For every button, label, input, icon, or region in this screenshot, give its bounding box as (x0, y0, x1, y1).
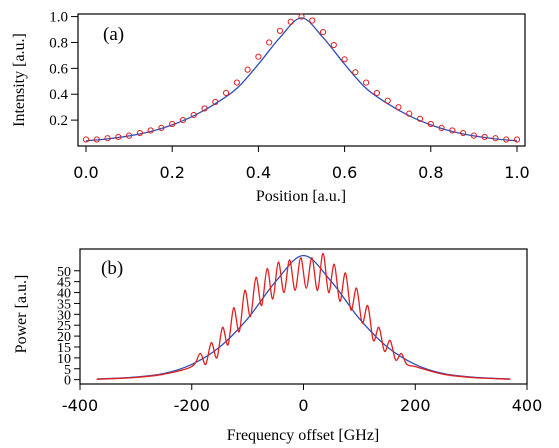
panel-b-y-tick-label: 15 (57, 341, 71, 356)
panel-a-data-point (233, 79, 240, 86)
panel-a-data-point (244, 66, 251, 73)
panel-b-y-tick-label: 45 (57, 276, 71, 291)
panel-a-data-point (341, 56, 348, 63)
panel-a-data-point (298, 13, 305, 20)
panel-a-x-tick-label: 1.0 (504, 163, 529, 182)
panel-b-y-tick-label: 50 (57, 265, 71, 280)
panel-a-x-tick-label: 0.4 (246, 163, 271, 182)
panel-a-data-point (384, 97, 391, 104)
panel-a-data-point (287, 18, 294, 25)
panel-a-scatter-chart: 0.2 0.4 0.6 0.8 1.0 0.0 0.2 0.4 0.6 0.8 1.0 (a) I… (11, 10, 530, 205)
panel-b-y-tick-label: 25 (57, 319, 71, 334)
panel-a-data-point (222, 89, 230, 97)
panel-a-data-point (255, 53, 262, 60)
panel-b-y-axis-label: Power [a.u.] (13, 275, 30, 354)
panel-a-data-point (147, 127, 154, 134)
panel-a-data-point (427, 120, 434, 128)
panel-a-data-point (513, 136, 521, 143)
panel-a-data-point (126, 132, 133, 139)
panel-a-y-ticks: 0.2 0.4 0.6 0.8 1.0 (49, 10, 78, 129)
panel-a-data-point (503, 136, 510, 143)
panel-a-x-tick-label: 0.2 (159, 163, 184, 182)
panel-b-x-tick-label: 200 (400, 396, 431, 415)
panel-a-data-point (104, 135, 111, 142)
panel-a-data-point (395, 104, 402, 111)
panel-a-data-point (373, 89, 381, 97)
panel-a-y-axis-label: Intensity [a.u.] (11, 33, 28, 127)
panel-b-x-tick-label: 0 (298, 396, 308, 415)
panel-a-data-point (481, 133, 488, 141)
panel-a-y-tick-label: 1.0 (49, 10, 68, 26)
panel-a-data-point (352, 69, 359, 76)
panel-a-data-point (319, 29, 327, 36)
panel-a-data-point (438, 124, 445, 131)
panel-b-series (96, 252, 511, 380)
panel-a-data-point (136, 129, 143, 137)
panel-a-data-point (406, 110, 413, 117)
panel-b-x-tick-label: 400 (512, 396, 543, 415)
panel-b-y-tick-label: 10 (57, 352, 71, 367)
panel-a-data-point (470, 132, 477, 139)
panel-a-data-point (276, 27, 284, 34)
panel-a-data-point (212, 98, 219, 106)
panel-a-data-point (169, 120, 176, 128)
panel-b-y-tick-label: 30 (57, 308, 71, 323)
panel-b-label: (b) (101, 258, 123, 279)
panel-b-x-axis-label: Frequency offset [GHz] (227, 427, 380, 444)
panel-b-series-line-1 (96, 252, 511, 380)
panel-a-data-point (158, 124, 165, 131)
panel-a-series (82, 13, 521, 143)
panel-a-data-point (266, 39, 273, 46)
panel-a-data-point (201, 105, 208, 112)
panel-a-data-point (460, 129, 467, 137)
panel-a-data-point (82, 136, 90, 143)
panel-a-data-point (115, 133, 122, 141)
panel-a-data-point (309, 17, 316, 24)
panel-a-data-point (363, 79, 370, 86)
panel-a-data-point (190, 111, 197, 119)
panel-a-x-ticks: 0.0 0.2 0.4 0.6 0.8 1.0 (73, 146, 530, 182)
panel-a-data-point (416, 115, 424, 122)
panel-a-data-point (330, 41, 337, 49)
panel-a-x-tick-label: 0.0 (73, 163, 98, 182)
panel-b-y-tick-label: 20 (57, 330, 71, 345)
panel-a-series-line-0 (85, 17, 518, 142)
panel-a-y-tick-label: 0.2 (49, 113, 68, 129)
panel-b-y-tick-label: 0 (64, 374, 71, 389)
panel-b-y-tick-label: 35 (57, 297, 71, 312)
panel-a-x-tick-label: 0.6 (332, 163, 357, 182)
panel-a-x-axis-label: Position [a.u.] (256, 188, 346, 205)
panel-a-data-point (449, 127, 456, 134)
panel-b-x-ticks: -400 -200 0 200 400 (62, 384, 542, 415)
panel-a-data-point (492, 135, 499, 142)
panel-a-y-tick-label: 0.6 (49, 61, 68, 77)
panel-a-data-point (93, 136, 100, 143)
panel-b-y-tick-label: 5 (64, 363, 71, 378)
panel-b-y-tick-label: 40 (57, 287, 71, 302)
panel-a-plot-frame (77, 13, 526, 147)
panel-a-y-tick-label: 0.4 (49, 87, 68, 103)
panel-a-y-tick-label: 0.8 (49, 35, 68, 51)
panel-b-x-tick-label: -400 (62, 396, 98, 415)
panel-a-x-tick-label: 0.8 (418, 163, 443, 182)
panel-b-x-tick-label: -200 (174, 396, 210, 415)
panel-a-data-point (179, 117, 187, 124)
panel-a-label: (a) (103, 24, 124, 45)
